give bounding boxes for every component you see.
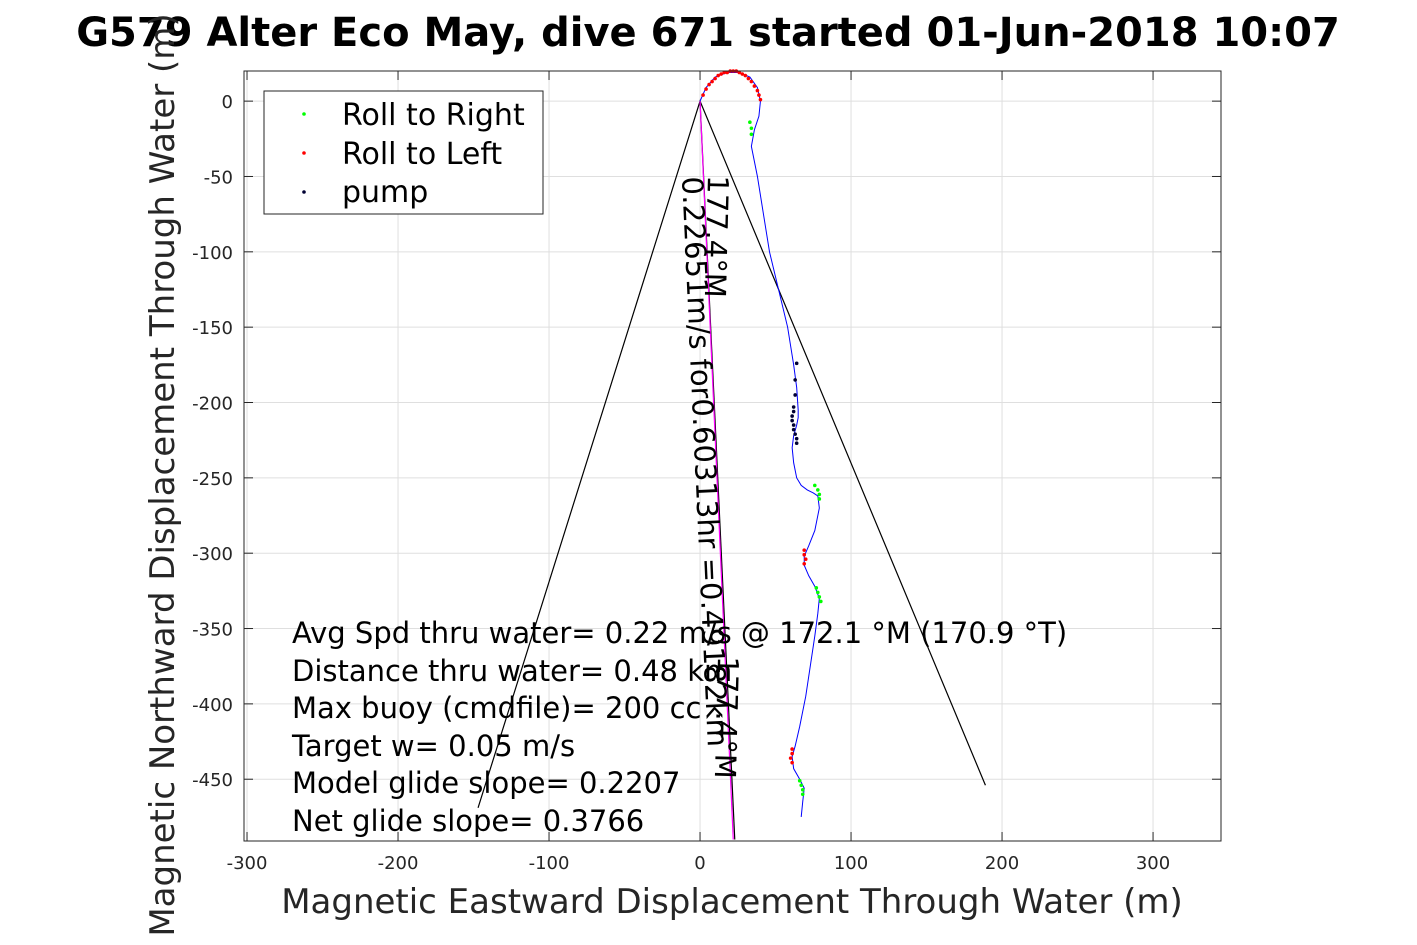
x-tick-label: -200: [378, 853, 419, 874]
roll-left-point: [749, 79, 754, 84]
roll-left-point: [788, 756, 793, 760]
x-tick-label: 200: [985, 853, 1019, 874]
plot-series: [477, 69, 986, 840]
legend-box: [263, 90, 544, 215]
roll-right-point: [814, 586, 819, 590]
roll-right-point: [797, 778, 802, 783]
roll-left-point: [802, 561, 807, 566]
plot-box: [243, 70, 1222, 842]
roll-right-point: [748, 120, 752, 125]
roll-left-point: [790, 747, 794, 751]
y-tick-label: -250: [192, 469, 233, 490]
roll-left-point: [719, 72, 723, 76]
legend-label-roll-right: Roll to Right: [342, 98, 525, 133]
roll-left-point: [737, 70, 742, 75]
roll-right-point: [749, 126, 754, 131]
roll-right-point: [800, 792, 805, 797]
roll-left-point: [802, 552, 807, 557]
x-axis-label: Magnetic Eastward Displacement Through W…: [281, 882, 1183, 922]
roll-left-point: [740, 72, 745, 76]
roll-left-point: [743, 73, 748, 78]
y-axis-label: Magnetic Northward Displacement Through …: [143, 13, 183, 936]
roll-left-point: [802, 548, 807, 552]
y-tick-label: -200: [192, 394, 233, 415]
pump-point: [794, 441, 799, 445]
roll-left-point: [752, 84, 757, 88]
legend-label-pump: pump: [342, 175, 428, 210]
pump-point: [793, 432, 797, 436]
track-line: [699, 72, 820, 817]
roll-right-point: [817, 595, 822, 599]
roll-right-point: [749, 132, 754, 137]
y-tick-label: -100: [192, 243, 233, 264]
legend: Roll to Right Roll to Left pump: [263, 90, 544, 215]
pump-point: [794, 361, 799, 366]
roll-right-point: [812, 483, 817, 488]
stat-target-w: Target w= 0.05 m/s: [291, 729, 575, 763]
roll-right-point: [800, 787, 805, 792]
roll-left-point: [757, 93, 761, 97]
roll-left-point: [704, 87, 708, 91]
roll-left-point: [758, 97, 763, 102]
x-tick-label: -300: [227, 853, 268, 874]
legend-label-roll-left: Roll to Left: [342, 137, 502, 172]
pump-point: [791, 409, 796, 414]
y-tick-label: -50: [204, 167, 233, 188]
roll-left-point: [803, 557, 808, 562]
legend-marker-roll-right: [302, 112, 306, 116]
x-tick-label: 0: [694, 853, 705, 874]
roll-left-point: [746, 76, 751, 81]
stat-max-buoy: Max buoy (cmdfile)= 200 cc: [292, 691, 701, 725]
roll-left-point: [725, 70, 730, 75]
roll-left-point: [710, 79, 714, 84]
roll-left-point: [755, 88, 760, 93]
stat-avg-speed: Avg Spd thru water= 0.22 m/s @ 172.1 °M …: [292, 616, 1067, 650]
heading-annotation-top: 177.4°M: [698, 175, 735, 298]
legend-marker-roll-left: [302, 151, 306, 155]
stat-model-glide-slope: Model glide slope= 0.2207: [292, 766, 680, 800]
pump-point: [791, 423, 796, 427]
pump-point: [790, 418, 794, 423]
y-tick-label: 0: [222, 92, 233, 113]
pump-point: [793, 393, 797, 397]
y-tick-label: -150: [192, 318, 233, 339]
axis-ticks: -300 -200 -100 0 100 200 300 0 -50 -100 -150 -200 -2…: [192, 71, 1221, 874]
x-tick-label: 100: [834, 853, 868, 874]
line-heading-magenta: [699, 101, 734, 840]
pump-point: [791, 427, 796, 432]
pump-point: [793, 378, 797, 382]
pump-point: [791, 405, 796, 409]
y-tick-label: -350: [192, 620, 233, 641]
y-tick-label: -400: [192, 695, 233, 716]
roll-right-point: [799, 783, 804, 788]
pump-point: [794, 436, 799, 441]
roll-left-point: [713, 76, 717, 81]
roll-left-point: [722, 70, 726, 75]
roll-right-point: [817, 497, 822, 501]
roll-left-point: [790, 751, 794, 756]
pump-point: [790, 414, 794, 418]
roll-left-point: [707, 82, 711, 87]
x-tick-label: 300: [1136, 853, 1170, 874]
roll-right-point: [819, 599, 823, 604]
stat-net-glide-slope: Net glide slope= 0.3766: [292, 804, 644, 838]
stat-distance: Distance thru water= 0.48 km: [292, 654, 732, 688]
chart-title: G579 Alter Eco May, dive 671 started 01-…: [76, 10, 1340, 56]
roll-right-point: [816, 590, 820, 595]
heading-annotation-low: 177.4°M: [708, 656, 745, 779]
dive-statistics: Avg Spd thru water= 0.22 m/s @ 172.1 °M …: [291, 616, 1067, 838]
y-tick-label: -300: [192, 544, 233, 565]
legend-marker-pump: [302, 190, 306, 194]
roll-left-point: [701, 93, 705, 97]
y-tick-label: -450: [192, 770, 233, 791]
roll-right-point: [817, 492, 822, 497]
x-tick-label: -100: [529, 853, 570, 874]
roll-left-point: [790, 760, 794, 765]
roll-right-point: [816, 488, 820, 492]
roll-left-point: [716, 73, 720, 78]
